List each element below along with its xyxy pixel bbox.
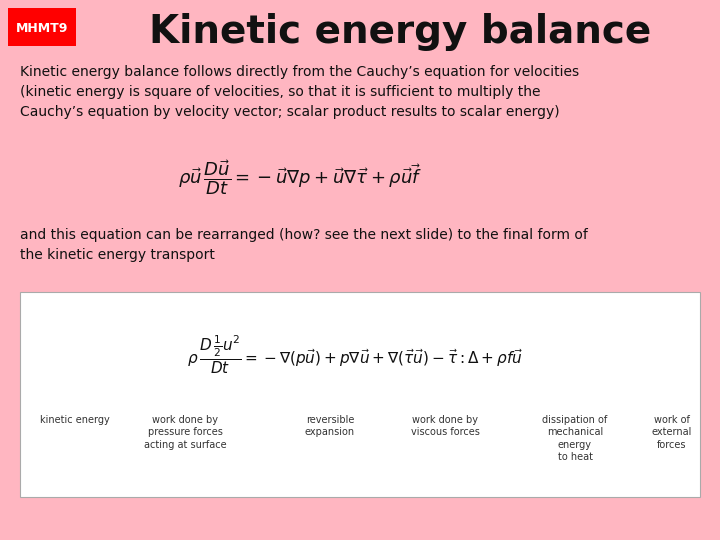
Text: Kinetic energy balance follows directly from the Cauchy’s equation for velocitie: Kinetic energy balance follows directly … (20, 65, 579, 119)
Text: and this equation can be rearranged (how? see the next slide) to the final form : and this equation can be rearranged (how… (20, 228, 588, 262)
Text: $\rho\,\dfrac{D\,\frac{1}{2}u^2}{Dt} = -\nabla(p\vec{u}) + p\nabla\vec{u} + \nab: $\rho\,\dfrac{D\,\frac{1}{2}u^2}{Dt} = -… (187, 334, 523, 376)
Text: Kinetic energy balance: Kinetic energy balance (149, 13, 651, 51)
FancyBboxPatch shape (20, 292, 700, 497)
Text: work done by
pressure forces
acting at surface: work done by pressure forces acting at s… (144, 415, 226, 450)
Text: reversible
expansion: reversible expansion (305, 415, 355, 437)
Text: $\rho \vec{u}\,\dfrac{D\vec{u}}{Dt} = -\vec{u}\nabla p + \vec{u}\nabla\vec{\tau}: $\rho \vec{u}\,\dfrac{D\vec{u}}{Dt} = -\… (178, 159, 422, 197)
Text: kinetic energy: kinetic energy (40, 415, 110, 425)
Text: dissipation of
mechanical
energy
to heat: dissipation of mechanical energy to heat (542, 415, 608, 462)
Text: MHMT9: MHMT9 (16, 23, 68, 36)
Text: work done by
viscous forces: work done by viscous forces (410, 415, 480, 437)
FancyBboxPatch shape (8, 8, 76, 46)
Text: work of
external
forces: work of external forces (652, 415, 692, 450)
